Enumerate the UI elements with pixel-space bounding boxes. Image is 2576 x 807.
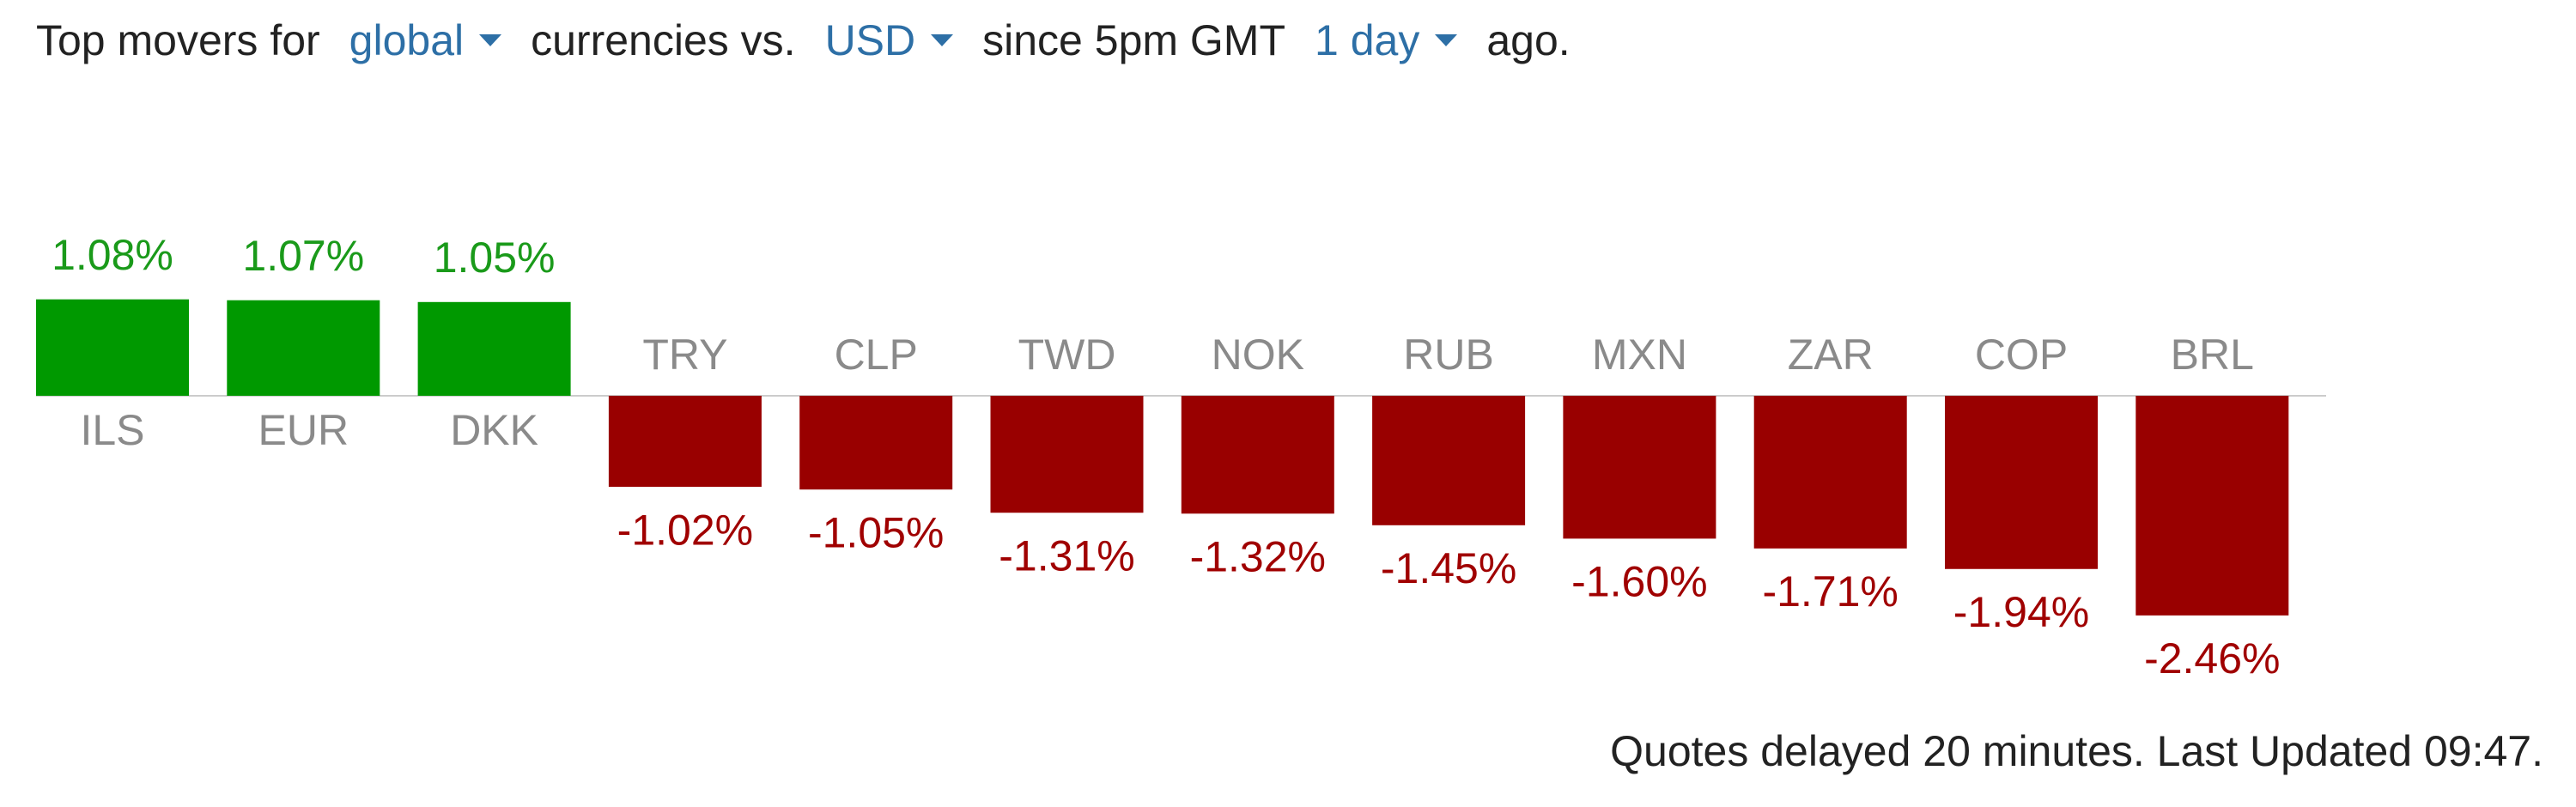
bar	[990, 396, 1144, 513]
value-label: -1.45%	[1381, 544, 1516, 592]
value-label: -1.32%	[1190, 532, 1326, 580]
category-label: TWD	[1018, 331, 1116, 379]
category-label: ZAR	[1788, 331, 1874, 379]
bar	[1563, 396, 1716, 539]
header-text: Top movers for	[36, 16, 320, 64]
category-label: EUR	[258, 406, 349, 454]
value-label: -1.31%	[999, 531, 1134, 579]
header: Top movers for global currencies vs. USD…	[36, 15, 1600, 65]
value-label: 1.07%	[242, 232, 364, 280]
category-label: DKK	[450, 406, 538, 454]
bar	[417, 301, 571, 396]
bar	[799, 396, 953, 490]
base-dropdown[interactable]: USD	[825, 15, 954, 65]
bar	[1181, 396, 1334, 514]
category-label: COP	[1975, 331, 2068, 379]
dropdown-arrow	[1435, 34, 1458, 46]
category-label: ILS	[80, 406, 144, 454]
dropdown-value: USD	[824, 16, 916, 64]
value-label: 1.05%	[434, 234, 556, 282]
dropdown-value: 1 day	[1315, 16, 1420, 64]
bar	[2136, 396, 2289, 616]
header-text: currencies vs.	[531, 16, 796, 64]
value-label: -2.46%	[2144, 634, 2280, 683]
bar	[1753, 396, 1907, 549]
footer: Quotes delayed 20 minutes. Last Updated …	[1610, 727, 2543, 775]
value-label: -1.94%	[1953, 588, 2089, 636]
dropdown-arrow	[931, 34, 954, 46]
bar	[227, 300, 380, 396]
period-dropdown[interactable]: 1 day	[1315, 15, 1458, 65]
value-label: 1.08%	[52, 231, 173, 279]
category-label: RUB	[1403, 331, 1494, 379]
category-label: TRY	[642, 331, 727, 379]
category-label: NOK	[1212, 331, 1304, 379]
bar	[608, 396, 762, 488]
category-label: MXN	[1592, 331, 1687, 379]
value-label: -1.05%	[808, 508, 944, 556]
bar	[36, 299, 189, 396]
header-text: ago.	[1486, 16, 1571, 64]
value-label: -1.71%	[1762, 567, 1898, 616]
bar	[1945, 396, 2098, 569]
category-label: CLP	[835, 331, 918, 379]
bar	[1372, 396, 1526, 525]
dropdown-value: global	[349, 16, 465, 64]
category-label: BRL	[2171, 331, 2254, 379]
region-dropdown[interactable]: global	[349, 15, 502, 65]
value-label: -1.60%	[1571, 558, 1707, 606]
dropdown-arrow	[479, 34, 502, 46]
value-label: -1.02%	[617, 506, 753, 554]
header-text: since 5pm GMT	[982, 16, 1285, 64]
